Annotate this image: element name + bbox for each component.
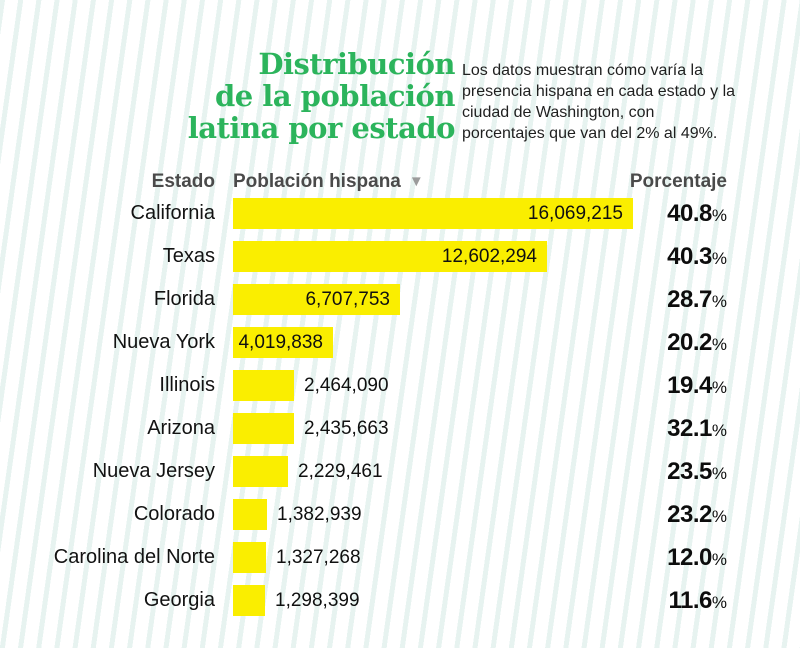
column-header-poblacion-label: Población hispana — [233, 171, 401, 192]
population-bar — [233, 585, 265, 616]
population-value: 2,229,461 — [298, 461, 383, 482]
percent-sign: % — [711, 507, 727, 526]
table-row: Colorado 1,382,939 23.2% — [0, 499, 800, 530]
table-row: California 16,069,215 40.8% — [0, 198, 800, 229]
column-header-poblacion[interactable]: Población hispana ▼ — [233, 171, 424, 193]
population-value: 6,707,753 — [305, 289, 390, 310]
percentage-number: 19.4 — [667, 372, 712, 399]
population-value: 1,327,268 — [276, 547, 361, 568]
table-row: Florida 6,707,753 28.7% — [0, 284, 800, 315]
chart-title: Distribución de la población latina por … — [0, 47, 456, 145]
column-header-porcentaje: Porcentaje — [629, 171, 727, 192]
state-label: Arizona — [147, 417, 215, 439]
state-label: Georgia — [143, 589, 215, 611]
percentage-number: 40.3 — [667, 243, 712, 270]
population-value: 4,019,838 — [238, 332, 323, 353]
column-header-estado: Estado — [151, 171, 215, 192]
percent-sign: % — [711, 249, 727, 268]
percent-sign: % — [711, 464, 727, 483]
percentage-value: 19.4% — [527, 370, 727, 404]
percentage-value: 12.0% — [527, 542, 727, 576]
population-bar — [233, 241, 547, 272]
percentage-number: 23.2 — [667, 501, 712, 528]
state-label: Carolina del Norte — [53, 546, 215, 568]
population-bar — [233, 542, 266, 573]
table-row: Illinois 2,464,090 19.4% — [0, 370, 800, 401]
percentage-value: 32.1% — [527, 413, 727, 447]
percent-sign: % — [711, 206, 727, 225]
population-value: 12,602,294 — [441, 246, 537, 267]
percent-sign: % — [711, 292, 727, 311]
table-row: Georgia 1,298,399 11.6% — [0, 585, 800, 616]
percentage-value: 11.6% — [527, 585, 727, 619]
chart-rows: California 16,069,215 40.8% Texas 12,602… — [0, 198, 800, 628]
percentage-value: 28.7% — [527, 284, 727, 318]
state-label: Nueva York — [112, 331, 215, 353]
percent-sign: % — [711, 335, 727, 354]
population-bar — [233, 499, 267, 530]
column-headers: Estado Población hispana ▼ Porcentaje — [0, 171, 800, 195]
state-label: California — [130, 202, 215, 224]
population-bar — [233, 198, 633, 229]
percentage-value: 20.2% — [527, 327, 727, 361]
percent-sign: % — [711, 593, 727, 612]
population-value: 2,435,663 — [304, 418, 389, 439]
state-label: Colorado — [133, 503, 215, 525]
population-value: 1,298,399 — [275, 590, 360, 611]
percentage-number: 23.5 — [667, 458, 712, 485]
chart-title-line-2: de la población — [214, 79, 456, 113]
percentage-number: 12.0 — [667, 544, 712, 571]
percentage-value: 23.2% — [527, 499, 727, 533]
percent-sign: % — [711, 421, 727, 440]
percentage-value: 40.8% — [527, 198, 727, 232]
table-row: Nueva Jersey 2,229,461 23.5% — [0, 456, 800, 487]
percentage-value: 23.5% — [527, 456, 727, 490]
percentage-number: 20.2 — [667, 329, 712, 356]
percentage-value: 40.3% — [527, 241, 727, 275]
population-value: 2,464,090 — [304, 375, 389, 396]
state-label: Florida — [153, 288, 215, 310]
population-bar — [233, 370, 294, 401]
table-row: Nueva York 4,019,838 20.2% — [0, 327, 800, 358]
table-row: Texas 12,602,294 40.3% — [0, 241, 800, 272]
population-value: 16,069,215 — [527, 203, 623, 224]
table-row: Carolina del Norte 1,327,268 12.0% — [0, 542, 800, 573]
percentage-number: 28.7 — [667, 286, 712, 313]
percent-sign: % — [711, 550, 727, 569]
table-row: Arizona 2,435,663 32.1% — [0, 413, 800, 444]
population-bar — [233, 284, 400, 315]
population-value: 1,382,939 — [277, 504, 362, 525]
state-label: Texas — [162, 245, 215, 267]
percentage-number: 11.6 — [668, 587, 712, 614]
percentage-number: 32.1 — [667, 415, 712, 442]
population-bar — [233, 327, 333, 358]
sort-descending-icon[interactable]: ▼ — [408, 173, 424, 190]
chart-subtitle: Los datos muestran cómo varía la presenc… — [462, 62, 736, 142]
population-bar — [233, 413, 294, 444]
state-label: Nueva Jersey — [92, 460, 215, 482]
state-label: Illinois — [159, 374, 215, 396]
chart-title-line-3: latina por estado — [187, 111, 456, 145]
percentage-number: 40.8 — [667, 200, 712, 227]
chart-title-line-1: Distribución — [258, 47, 455, 81]
percent-sign: % — [711, 378, 727, 397]
population-bar — [233, 456, 288, 487]
